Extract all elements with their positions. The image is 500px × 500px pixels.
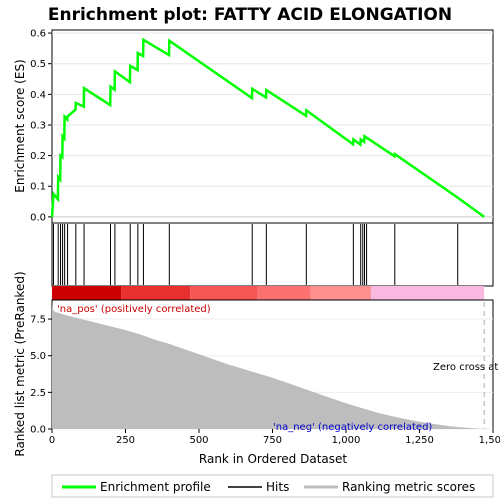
rank-y-tick-label: 2.5: [30, 388, 46, 399]
rank-y-ticks: 0.0 2.5 5.0 7.5: [30, 315, 52, 436]
heat-bar-segment: [370, 286, 485, 300]
rank-x-ticks: 0 250 500 750 1,000 1,250 1,500: [49, 429, 500, 446]
hits-panel-frame: [51, 222, 494, 287]
x-tick-label: 1,500: [479, 435, 500, 446]
legend-enrichment-label: Enrichment profile: [100, 480, 211, 494]
legend-ranking-label: Ranking metric scores: [342, 480, 475, 494]
hits-panel: [51, 222, 494, 300]
x-tick-label: 1,250: [405, 435, 434, 446]
hit-lines: [52, 224, 459, 285]
x-tick-label: 250: [116, 435, 135, 446]
legend-hits-label: Hits: [266, 480, 289, 494]
ranking-metric-area: [52, 301, 485, 429]
legend: Enrichment profile Hits Ranking metric s…: [51, 474, 494, 498]
negative-correlation-label: 'na_neg' (negatively correlated): [273, 422, 432, 433]
es-tick-label: 0.6: [30, 29, 46, 40]
legend-frame: [51, 474, 494, 498]
heat-bar-segment: [121, 286, 191, 300]
zero-cross-label: Zero cross at 1470: [433, 362, 500, 373]
es-y-axis-title: Enrichment score (ES): [13, 59, 27, 192]
heat-bar: [52, 286, 485, 300]
x-tick-label: 1,000: [332, 435, 361, 446]
heat-bar-segment: [257, 286, 311, 300]
rank-y-axis-title: Ranked list metric (PreRanked): [13, 271, 27, 456]
es-tick-label: 0.3: [30, 120, 46, 131]
es-panel: 0.0 0.1 0.2 0.3 0.4 0.5 0.6 Enrichment score (…: [13, 29, 494, 224]
rank-panel: 0.0 2.5 5.0 7.5 0 250 500 750 1,000 1,250 1,500 '…: [13, 271, 500, 466]
heat-bar-segment: [52, 286, 122, 300]
x-tick-label: 0: [49, 435, 55, 446]
chart-title: Enrichment plot: FATTY ACID ELONGATION: [48, 5, 452, 25]
es-tick-label: 0.5: [30, 59, 46, 70]
x-axis-title: Rank in Ordered Dataset: [199, 452, 347, 466]
es-tick-label: 0.4: [30, 90, 46, 101]
x-tick-label: 500: [189, 435, 208, 446]
heat-bar-segment: [190, 286, 258, 300]
rank-y-tick-label: 0.0: [30, 425, 46, 436]
rank-y-tick-label: 5.0: [30, 351, 46, 362]
es-tick-label: 0.2: [30, 151, 46, 162]
es-tick-label: 0.0: [30, 212, 46, 223]
es-panel-frame: [51, 29, 494, 224]
heat-bar-segment: [310, 286, 371, 300]
x-tick-label: 750: [263, 435, 282, 446]
es-y-ticks: 0.0 0.1 0.2 0.3 0.4 0.5 0.6: [30, 29, 52, 223]
enrichment-profile-line: [50, 37, 485, 218]
es-tick-label: 0.1: [30, 182, 46, 193]
positive-correlation-label: 'na_pos' (positively correlated): [57, 304, 211, 315]
rank-y-tick-label: 7.5: [30, 315, 46, 326]
